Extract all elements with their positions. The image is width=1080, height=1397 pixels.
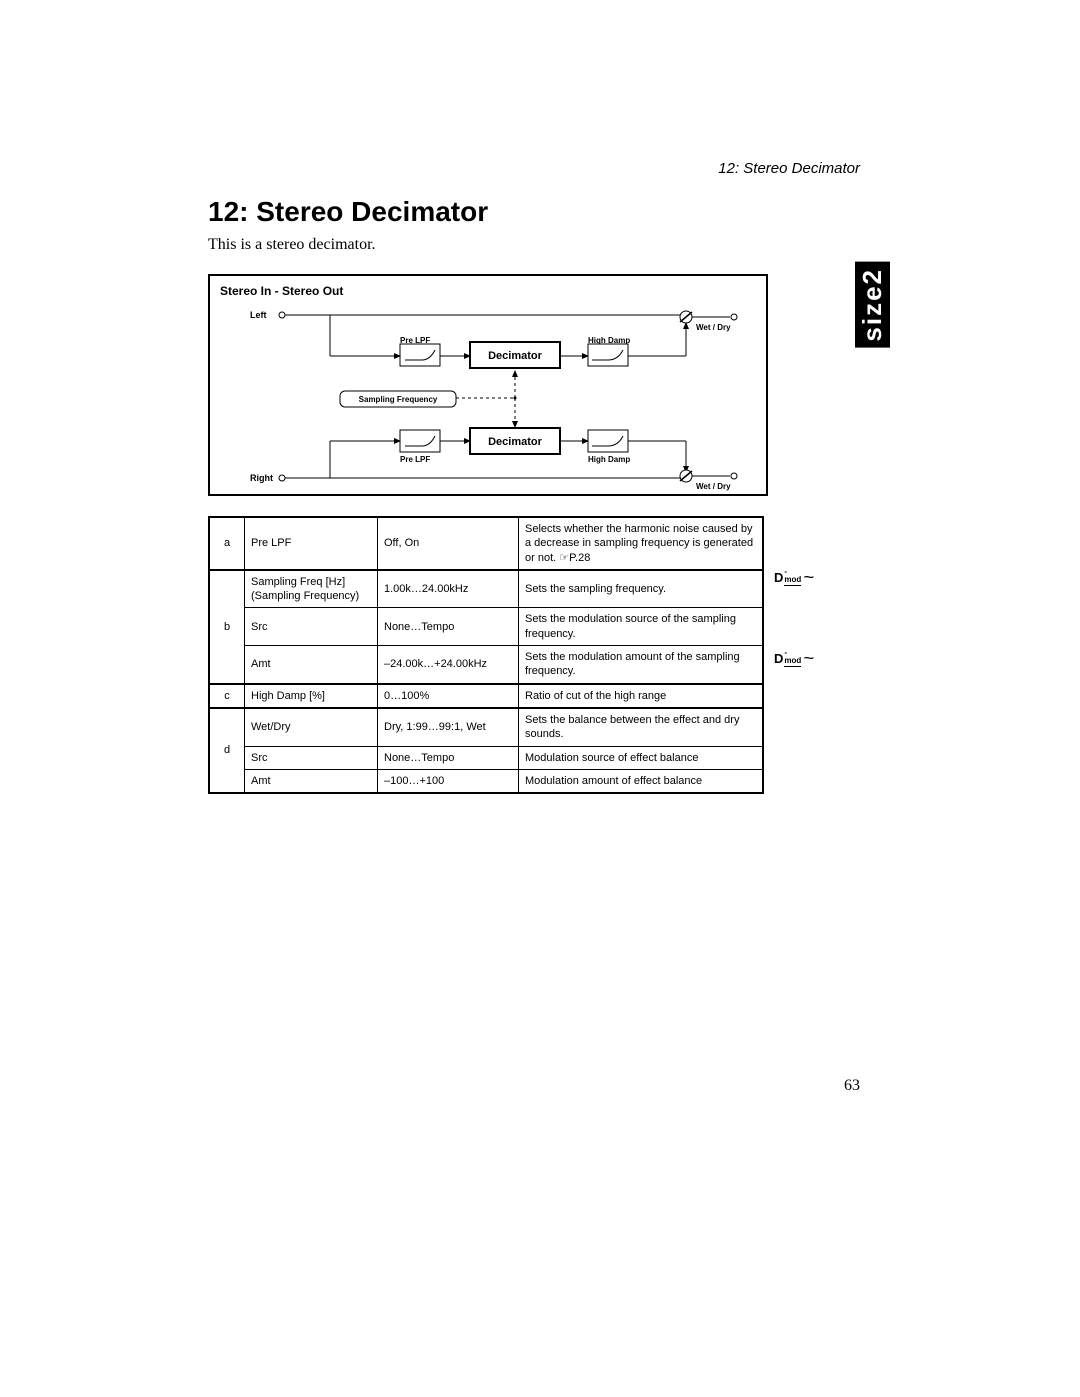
param-desc: Sets the modulation amount of the sampli…	[519, 646, 764, 684]
svg-text:Decimator: Decimator	[488, 436, 543, 448]
param-desc: Selects whether the harmonic noise cause…	[519, 517, 764, 570]
param-desc: Modulation source of effect balance	[519, 746, 764, 769]
dmod-icon: D -mod ~	[774, 568, 812, 586]
param-table: a Pre LPF Off, On Selects whether the ha…	[208, 516, 764, 794]
dmod-icon: D -mod ~	[774, 649, 812, 667]
param-name: Amt	[245, 769, 378, 793]
svg-text:High Damp: High Damp	[588, 336, 630, 345]
svg-text:Wet / Dry: Wet / Dry	[696, 323, 731, 332]
param-table-wrap: a Pre LPF Off, On Selects whether the ha…	[208, 516, 764, 794]
param-range: None…Tempo	[378, 608, 519, 646]
dmod-d: D	[774, 570, 783, 585]
param-desc: Sets the modulation source of the sampli…	[519, 608, 764, 646]
svg-text:High Damp: High Damp	[588, 455, 630, 464]
svg-text:Sampling Frequency: Sampling Frequency	[359, 395, 438, 404]
side-tab: size2	[855, 262, 890, 348]
signal-diagram: Stereo In - Stereo Out Left Wet / Dry	[208, 274, 768, 496]
svg-text:Pre LPF: Pre LPF	[400, 336, 430, 345]
header-breadcrumb: 12: Stereo Decimator	[718, 160, 860, 177]
group-cell: d	[209, 708, 245, 793]
group-cell: c	[209, 684, 245, 708]
svg-text:Left: Left	[250, 310, 267, 320]
wave-icon: ~	[804, 651, 815, 665]
wave-icon: ~	[804, 570, 815, 584]
group-cell: a	[209, 517, 245, 570]
diagram-svg: Left Wet / Dry Pre LPF Decimator Hi	[210, 276, 766, 494]
group-cell: b	[209, 570, 245, 684]
param-range: –24.00k…+24.00kHz	[378, 646, 519, 684]
param-name: Src	[245, 746, 378, 769]
param-range: None…Tempo	[378, 746, 519, 769]
param-range: –100…+100	[378, 769, 519, 793]
svg-text:Right: Right	[250, 473, 273, 483]
page-number: 63	[844, 1077, 860, 1095]
param-desc: Sets the sampling frequency.	[519, 570, 764, 608]
param-name: Src	[245, 608, 378, 646]
svg-text:Wet / Dry: Wet / Dry	[696, 482, 731, 491]
param-range: 1.00k…24.00kHz	[378, 570, 519, 608]
param-name: Amt	[245, 646, 378, 684]
param-range: Dry, 1:99…99:1, Wet	[378, 708, 519, 746]
param-range: Off, On	[378, 517, 519, 570]
page-title: 12: Stereo Decimator	[208, 196, 980, 228]
svg-text:Decimator: Decimator	[488, 350, 543, 362]
dmod-sup: -mod	[784, 649, 801, 667]
param-name: Pre LPF	[245, 517, 378, 570]
page-container: 12: Stereo Decimator 12: Stereo Decimato…	[0, 0, 1080, 1397]
param-name: Wet/Dry	[245, 708, 378, 746]
svg-text:Pre LPF: Pre LPF	[400, 455, 430, 464]
dmod-sup: -mod	[784, 568, 801, 586]
dmod-d: D	[774, 651, 783, 666]
param-desc: Ratio of cut of the high range	[519, 684, 764, 708]
body-text: This is a stereo decimator.	[208, 236, 980, 254]
param-desc: Modulation amount of effect balance	[519, 769, 764, 793]
param-name: Sampling Freq [Hz] (Sampling Frequency)	[245, 570, 378, 608]
param-name: High Damp [%]	[245, 684, 378, 708]
param-desc: Sets the balance between the effect and …	[519, 708, 764, 746]
param-range: 0…100%	[378, 684, 519, 708]
